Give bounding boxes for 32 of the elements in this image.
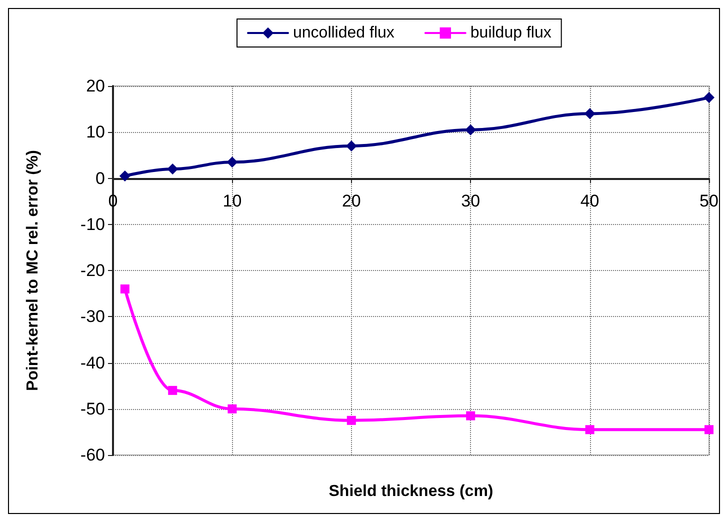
y-tick-label: 0: [96, 168, 105, 188]
y-tick-label: -50: [80, 399, 105, 418]
point: [120, 284, 130, 294]
point: [704, 425, 714, 434]
y-tick-label: -40: [80, 353, 105, 372]
x-tick-label: 10: [222, 191, 242, 210]
y-tick-label: 10: [86, 122, 105, 142]
point: [704, 92, 714, 104]
x-tick-label: 20: [342, 191, 361, 210]
x-tick-label: 50: [700, 191, 718, 210]
x-tick-label: 40: [580, 191, 600, 210]
point: [466, 411, 476, 420]
y-tick-label: -20: [80, 261, 105, 280]
y-axis-title: Point-kernel to MC rel. error (%): [24, 150, 42, 391]
point: [167, 164, 178, 175]
x-axis-title: Shield thickness (cm): [328, 482, 494, 500]
point: [226, 156, 238, 168]
point: [584, 108, 596, 120]
point: [228, 404, 237, 414]
point: [346, 140, 357, 152]
legend-label: buildup flux: [470, 24, 552, 42]
y-tick-label: -60: [80, 446, 105, 464]
point: [346, 416, 356, 425]
legend-label: uncollided flux: [293, 24, 394, 42]
y-tick-label: 20: [86, 76, 105, 96]
point: [585, 425, 594, 434]
point: [119, 170, 130, 182]
x-tick-label: 30: [461, 191, 480, 210]
point: [168, 386, 178, 395]
point: [465, 124, 476, 136]
y-tick-label: -30: [80, 307, 105, 326]
y-tick-label: -10: [80, 214, 105, 234]
